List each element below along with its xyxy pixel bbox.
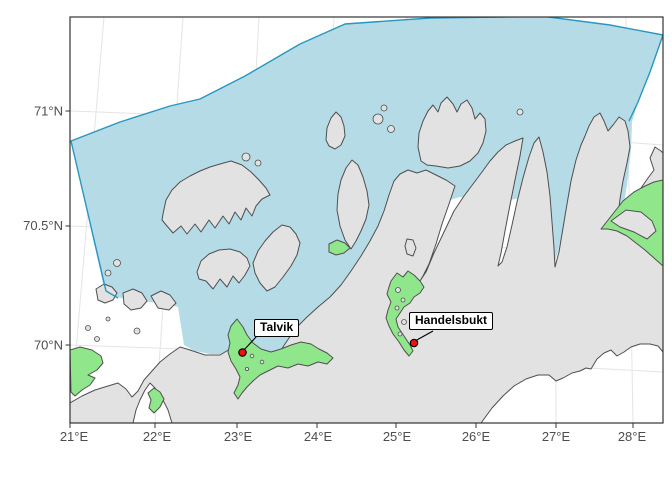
talvik-point bbox=[238, 348, 247, 357]
y-tick-label: 70°N bbox=[34, 338, 63, 353]
y-tick-label: 71°N bbox=[34, 104, 63, 119]
panel-border bbox=[69, 16, 664, 424]
point-annotations bbox=[238, 330, 434, 357]
tana-inner-sliver bbox=[610, 209, 657, 240]
green-kvalsund bbox=[328, 239, 351, 256]
islet-cluster-west bbox=[325, 111, 346, 150]
island-in-porsangerfjord bbox=[404, 238, 417, 257]
island-kvaloya bbox=[336, 159, 370, 250]
x-tick-label: 24°E bbox=[304, 429, 333, 444]
island-mageroya bbox=[417, 96, 487, 169]
island-stjernoya bbox=[196, 248, 251, 290]
x-tick-label: 28°E bbox=[618, 429, 647, 444]
green-talvik bbox=[227, 318, 334, 400]
green-zones bbox=[70, 179, 663, 414]
island-soroya bbox=[161, 160, 271, 235]
sw-island-2 bbox=[122, 288, 148, 311]
handelsbukt-point bbox=[409, 338, 419, 348]
x-tick-label: 27°E bbox=[542, 429, 571, 444]
y-axis-labels: 71°N 70.5°N 70°N bbox=[23, 104, 63, 353]
x-tick-label: 21°E bbox=[60, 429, 89, 444]
x-tick-label: 23°E bbox=[224, 429, 253, 444]
island-seiland bbox=[252, 224, 301, 292]
handelsbukt-leader-line bbox=[414, 330, 434, 342]
x-axis-labels: 21°E 22°E 23°E 24°E 25°E 26°E 27°E 28°E bbox=[60, 429, 647, 444]
axis-ticks bbox=[65, 110, 634, 428]
x-tick-label: 26°E bbox=[462, 429, 491, 444]
mainland bbox=[70, 112, 663, 423]
x-tick-label: 25°E bbox=[383, 429, 412, 444]
sw-island-3 bbox=[150, 290, 177, 311]
study-area-boundary bbox=[70, 17, 663, 299]
green-loppa bbox=[70, 346, 104, 397]
talvik-label: Talvik bbox=[254, 319, 300, 337]
islands bbox=[85, 96, 524, 342]
green-sw-sliver bbox=[147, 387, 165, 414]
talvik-leader-line bbox=[242, 335, 258, 352]
x-tick-label: 22°E bbox=[143, 429, 172, 444]
handelsbukt-label: Handelsbukt bbox=[409, 312, 494, 330]
y-tick-label: 70.5°N bbox=[23, 218, 63, 233]
